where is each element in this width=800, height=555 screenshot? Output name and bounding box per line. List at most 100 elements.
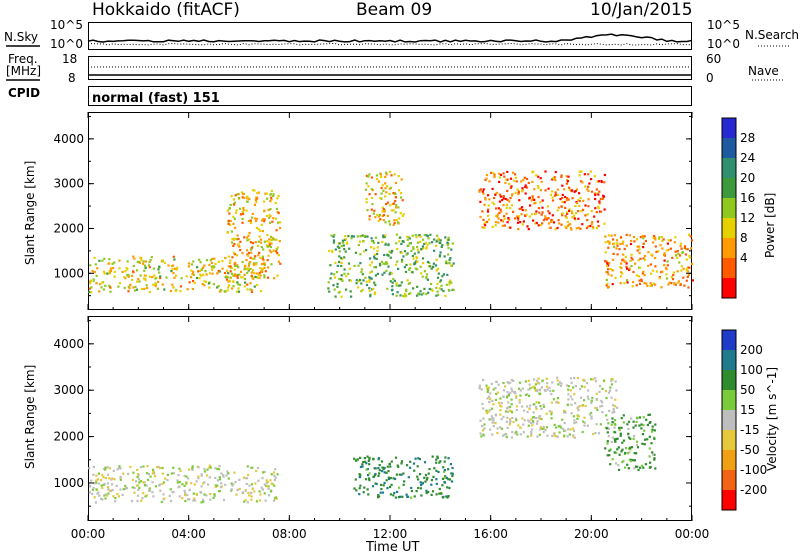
power-cell (442, 290, 445, 293)
power-cell (531, 180, 534, 183)
power-cell (191, 287, 194, 291)
velocity-cell (197, 477, 200, 480)
power-cell (123, 286, 126, 289)
velocity-cell (443, 476, 446, 479)
power-cell (143, 287, 146, 290)
power-cell (254, 275, 257, 278)
velocity-cell (435, 478, 438, 481)
velocity-cell (594, 432, 597, 435)
power-cell (379, 197, 382, 200)
velocity-cell (641, 433, 644, 436)
power-cell (217, 285, 220, 288)
power-cell (504, 181, 507, 184)
velocity-cell (238, 478, 241, 481)
power-cell (89, 280, 92, 283)
power-cell (153, 274, 156, 277)
power-cell (488, 180, 491, 183)
velocity-cell (246, 501, 249, 504)
velocity-cell (510, 398, 513, 401)
power-cell (368, 280, 371, 283)
power-cell (327, 287, 330, 290)
power-cell (385, 173, 388, 176)
power-cell (268, 243, 271, 246)
velocity-cell (613, 405, 616, 408)
power-cell (566, 212, 569, 215)
power-cell (665, 268, 668, 271)
power-cell (620, 262, 623, 265)
power-cell (329, 264, 332, 267)
velocity-cell (446, 496, 449, 499)
velocity-cell (227, 477, 230, 480)
power-cell (404, 270, 408, 273)
power-cell (421, 275, 424, 278)
power-cell (422, 238, 425, 241)
power-cell (446, 241, 449, 244)
power-cell (139, 274, 142, 277)
power-cell (680, 269, 683, 272)
velocity-cell (544, 429, 547, 432)
power-cell (229, 223, 232, 226)
velocity-cell (478, 384, 481, 387)
velocity-cell (183, 484, 186, 487)
velocity-cell (530, 433, 533, 436)
velocity-cell (542, 403, 545, 406)
power-cell (545, 218, 548, 221)
velocity-cell (644, 463, 647, 466)
power-cell (395, 219, 398, 222)
velocity-cell (635, 443, 639, 446)
velocity-cell (358, 476, 361, 479)
velocity-cell (610, 423, 613, 426)
power-cell (268, 213, 271, 217)
power-cell (566, 180, 570, 183)
power-cell (250, 274, 253, 277)
power-cell (262, 259, 265, 262)
power-cell (173, 258, 176, 261)
power-cell (382, 189, 385, 192)
power-cell (243, 265, 247, 268)
velocity-cell (617, 446, 620, 449)
velocity-cell (206, 468, 209, 471)
power-cell (612, 242, 615, 246)
power-cell (159, 275, 162, 278)
power-cell (582, 208, 585, 211)
velocity-cell (137, 478, 141, 481)
power-cell (482, 188, 485, 191)
power-cell (253, 257, 256, 260)
power-cell (391, 202, 394, 205)
velocity-cell (530, 418, 533, 421)
power-cell (654, 256, 657, 260)
power-cell (438, 287, 441, 290)
power-cell (271, 237, 274, 240)
velocity-cell (361, 465, 364, 468)
velocity-cell (431, 455, 434, 458)
velocity-cell (614, 398, 617, 401)
velocity-colorbar-tick: 50 (740, 383, 755, 397)
velocity-cell (641, 442, 644, 445)
power-cell (147, 264, 151, 267)
power-cell (257, 273, 260, 276)
power-cell (426, 234, 429, 238)
velocity-cell (595, 398, 598, 401)
power-cell (561, 193, 564, 196)
power-cell (541, 206, 544, 209)
velocity-cell (619, 434, 622, 437)
power-cell (255, 226, 258, 230)
power-cell (386, 214, 390, 217)
velocity-cell (499, 409, 502, 412)
power-cell (544, 170, 547, 173)
power-cell (611, 283, 614, 286)
power-cell (370, 246, 373, 249)
power-cell (277, 211, 280, 215)
velocity-cell (595, 392, 598, 395)
power-cell (449, 257, 452, 260)
power-cell (364, 188, 368, 191)
velocity-cell (157, 465, 160, 468)
power-cell (268, 249, 271, 252)
power-cell (539, 177, 542, 180)
velocity-cell (219, 478, 222, 481)
power-cell (390, 174, 393, 177)
velocity-cell (540, 407, 543, 411)
velocity-cell (642, 466, 645, 469)
velocity-cell (96, 478, 99, 481)
power-cell (544, 189, 547, 192)
